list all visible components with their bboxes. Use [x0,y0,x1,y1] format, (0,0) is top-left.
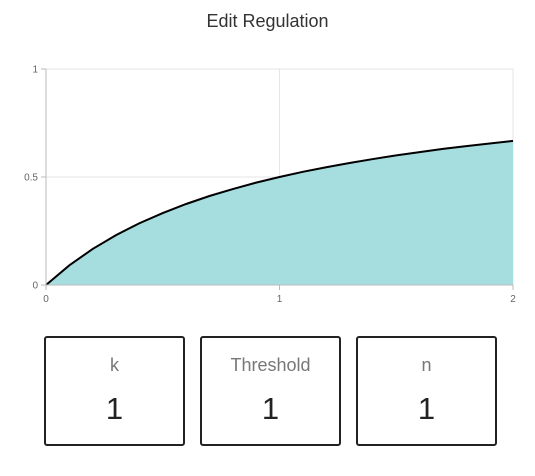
y-tick-label-0: 0 [32,281,38,292]
param-label-k: k [110,355,119,375]
page-title: Edit Regulation [206,11,329,31]
parameter-cards: k 1 Threshold 1 n 1 [44,336,504,450]
y-tick-label-1: 0.5 [24,173,38,184]
param-label-threshold: Threshold [230,355,311,375]
x-tick-label-2: 2 [510,294,516,305]
y-tick-label-2: 1 [32,65,38,76]
x-tick-label-0: 0 [43,294,49,305]
curve-line [45,139,514,286]
regulation-chart[interactable]: 0 1 2 0 0.5 1 [0,0,535,320]
param-value-k[interactable]: 1 [105,391,124,426]
param-value-threshold[interactable]: 1 [261,391,280,426]
x-tick-label-1: 1 [277,294,283,305]
param-value-n[interactable]: 1 [417,391,436,426]
param-card-k[interactable]: k 1 [44,336,185,446]
param-label-n: n [421,355,432,375]
curve-area [46,140,513,285]
param-card-n[interactable]: n 1 [356,336,497,446]
param-card-threshold[interactable]: Threshold 1 [200,336,341,446]
chart-ticks: 0 1 2 0 0.5 1 [24,65,516,306]
